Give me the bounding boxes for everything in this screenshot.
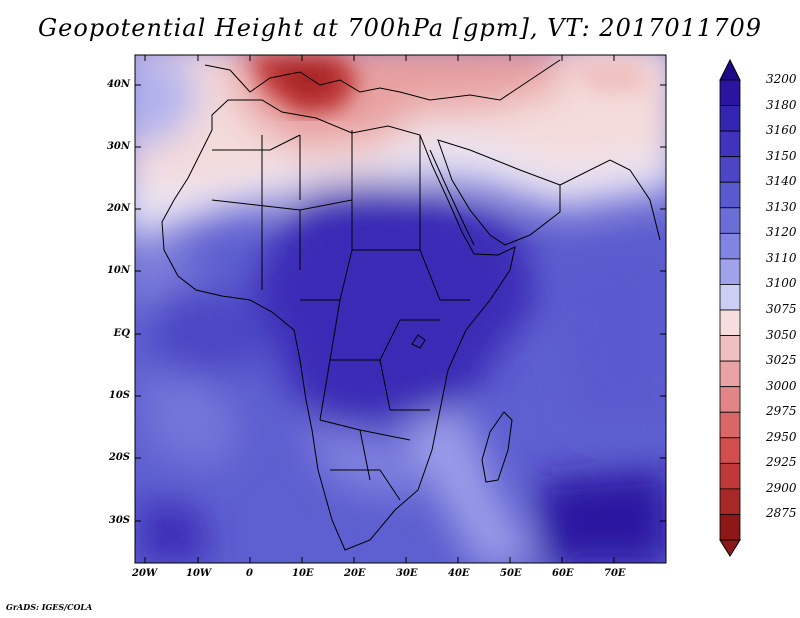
colorbar-top-arrow: [719, 58, 741, 81]
lon-label-10w: 10W: [186, 568, 212, 579]
colorbar-label: 3180: [766, 97, 797, 112]
colorbar-swatch: [719, 488, 741, 515]
colorbar-swatch: [719, 514, 741, 541]
lat-label-30n: 30N: [106, 141, 130, 152]
colorbar-swatch: [719, 284, 741, 311]
coastlines: [161, 59, 661, 551]
colorbar-label: 2925: [766, 455, 797, 470]
height-field: [135, 55, 666, 563]
colorbar-label: 3025: [766, 353, 797, 368]
lon-label-40e: 40E: [448, 568, 470, 579]
lat-label-20n: 20N: [106, 203, 130, 214]
colorbar-swatch: [719, 232, 741, 260]
lat-label-30s: 30S: [108, 515, 130, 526]
colorbar-swatch: [719, 360, 741, 388]
lon-label-20w: 20W: [132, 568, 158, 579]
colorbar-swatch: [719, 437, 741, 464]
colorbar-swatch: [719, 258, 741, 285]
colorbar-label: 3000: [766, 378, 797, 393]
colorbar-swatch: [719, 181, 741, 209]
colorbar-label: 3150: [766, 148, 797, 163]
colorbar-swatch: [719, 309, 741, 336]
map-title: Geopotential Height at 700hPa [gpm], VT:…: [38, 14, 762, 42]
colorbar-swatch: [719, 79, 741, 106]
colorbar-swatch: [719, 386, 741, 413]
colorbar-label: 2975: [766, 404, 797, 419]
lon-label-0: 0: [246, 568, 253, 579]
lon-label-70e: 70E: [604, 568, 626, 579]
lon-ticks: [144, 55, 615, 563]
lat-label-10n: 10N: [106, 265, 130, 276]
colorbar-swatch: [719, 335, 741, 362]
colorbar-swatch: [719, 411, 741, 439]
lon-label-20e: 20E: [344, 568, 366, 579]
map-frame: [134, 54, 667, 564]
colorbar-label: 2875: [766, 506, 797, 521]
colorbar-label: 3075: [766, 302, 797, 316]
colorbar-label: 3200: [766, 72, 797, 86]
colorbar-label: 3050: [766, 327, 797, 342]
colorbar: [719, 58, 741, 557]
colorbar-label: 2900: [766, 480, 797, 495]
lat-label-20s: 20S: [108, 452, 130, 463]
colorbar-label: 2950: [766, 429, 797, 444]
colorbar-swatch: [719, 130, 741, 158]
colorbar-label: 3110: [766, 250, 797, 265]
lat-label-40n: 40N: [106, 79, 130, 90]
lon-label-60e: 60E: [552, 568, 574, 579]
colorbar-swatch: [719, 156, 741, 183]
colorbar-swatch: [719, 207, 741, 234]
colorbar-label: 3130: [766, 199, 797, 214]
footer-credit: GrADS: IGES/COLA: [6, 602, 93, 612]
colorbar-label: 3160: [766, 123, 797, 138]
lon-label-30e: 30E: [396, 568, 418, 579]
lon-label-50e: 50E: [500, 568, 522, 579]
colorbar-label: 3120: [766, 225, 797, 240]
lat-label-eq: EQ: [113, 328, 130, 339]
colorbar-swatch: [719, 105, 741, 132]
colorbar-bottom-arrow: [719, 539, 741, 557]
colorbar-label: 3140: [766, 174, 797, 189]
colorbar-swatch: [719, 462, 741, 490]
lat-ticks: [135, 84, 666, 522]
lat-label-10s: 10S: [108, 390, 130, 401]
colorbar-label: 3100: [766, 276, 797, 291]
lon-label-10e: 10E: [292, 568, 314, 579]
